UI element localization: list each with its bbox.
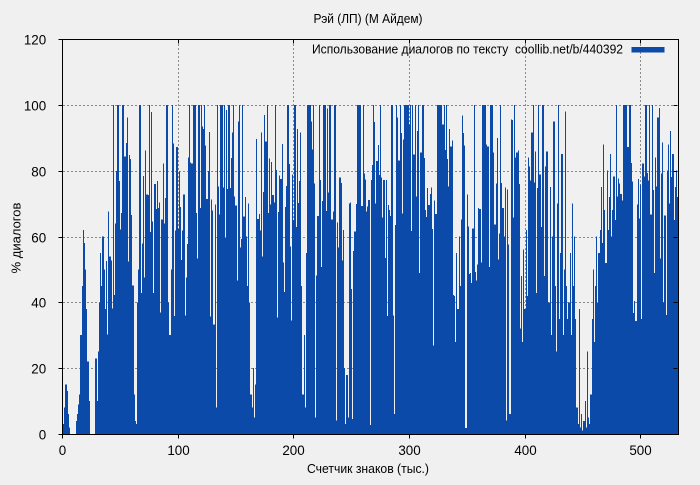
svg-text:100: 100 [24,98,46,113]
svg-text:20: 20 [31,361,46,376]
svg-text:100: 100 [167,443,189,458]
svg-text:80: 80 [31,164,46,179]
svg-text:Рэй (ЛП) (М Айдем): Рэй (ЛП) (М Айдем) [314,11,423,26]
svg-text:0: 0 [59,443,66,458]
svg-text:0: 0 [39,427,46,442]
svg-text:400: 400 [514,443,536,458]
svg-text:% диалогов: % диалогов [9,203,24,274]
svg-text:Счетчик знаков (тыс.): Счетчик знаков (тыс.) [307,461,429,476]
svg-text:300: 300 [398,443,420,458]
svg-text:200: 200 [282,443,304,458]
svg-text:500: 500 [629,443,651,458]
svg-text:60: 60 [31,230,46,245]
svg-text:120: 120 [24,32,46,47]
svg-text:40: 40 [31,295,46,310]
svg-text:Использование диалогов по текс: Использование диалогов по тексту coollib… [312,42,623,57]
